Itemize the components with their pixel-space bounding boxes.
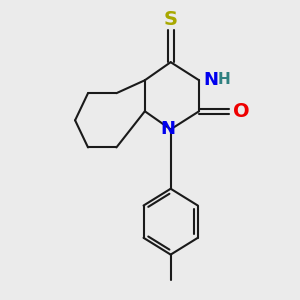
Text: H: H — [218, 72, 230, 87]
Text: N: N — [160, 120, 175, 138]
Text: S: S — [164, 10, 178, 28]
Text: N: N — [203, 71, 218, 89]
Text: O: O — [233, 102, 250, 121]
